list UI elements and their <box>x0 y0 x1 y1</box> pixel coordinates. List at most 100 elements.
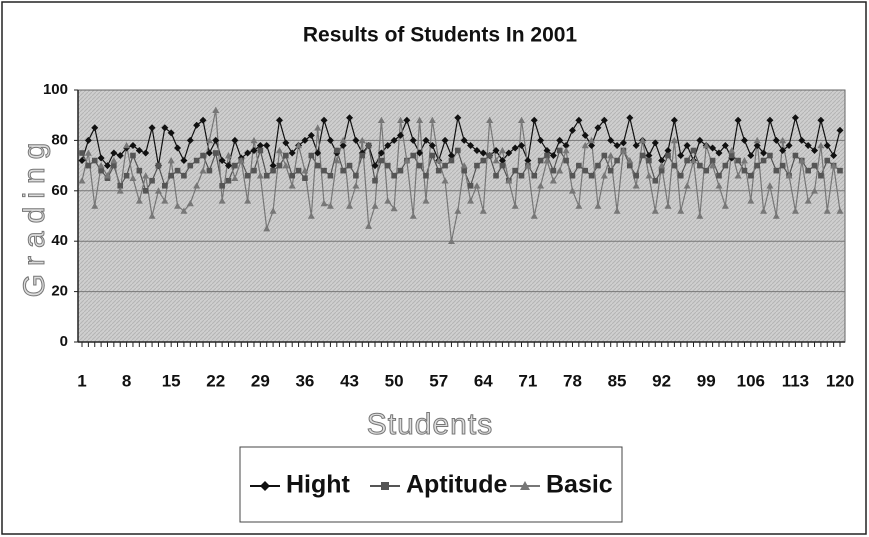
data-point <box>79 150 85 156</box>
data-point <box>91 124 99 132</box>
data-point <box>359 152 366 159</box>
data-point <box>301 167 309 174</box>
data-point <box>664 146 672 154</box>
data-point <box>568 126 576 134</box>
data-point <box>804 197 812 204</box>
data-point <box>613 207 621 214</box>
data-point <box>479 207 487 214</box>
data-point <box>148 212 156 219</box>
data-point <box>670 136 678 144</box>
data-point <box>741 167 748 174</box>
data-point <box>836 126 844 134</box>
data-point <box>581 131 589 139</box>
data-point <box>715 149 723 157</box>
x-tick-label: 15 <box>162 371 181 390</box>
data-point <box>193 182 201 189</box>
data-point <box>136 167 143 174</box>
data-point <box>410 152 417 159</box>
data-point <box>142 172 150 179</box>
data-point <box>307 212 315 219</box>
data-point <box>670 116 678 124</box>
data-point <box>766 116 774 124</box>
data-point <box>601 152 608 159</box>
data-point <box>123 141 131 149</box>
data-point <box>218 157 226 165</box>
x-tick-label: 78 <box>563 371 582 390</box>
y-tick-label: 0 <box>60 333 68 350</box>
data-point <box>251 167 257 174</box>
data-point <box>518 172 525 179</box>
data-point <box>772 136 780 144</box>
data-point <box>135 197 143 204</box>
data-point <box>352 136 360 144</box>
data-point <box>588 141 596 149</box>
data-point <box>498 146 506 154</box>
data-point <box>428 116 436 124</box>
data-point <box>84 136 92 144</box>
data-point <box>396 116 404 124</box>
data-point <box>543 146 551 154</box>
data-point <box>377 116 385 124</box>
x-tick-label: 120 <box>826 371 854 390</box>
y-tick-label: 100 <box>43 81 68 98</box>
data-point <box>607 167 614 174</box>
data-point <box>321 167 327 174</box>
data-point <box>537 136 545 144</box>
data-point <box>454 207 462 214</box>
data-point <box>110 157 118 164</box>
data-point <box>562 146 570 154</box>
data-point <box>441 177 449 184</box>
data-point <box>270 167 276 174</box>
data-point <box>645 172 653 179</box>
data-point <box>174 167 181 174</box>
y-tick-label: 80 <box>51 131 68 148</box>
data-point <box>613 141 621 149</box>
data-point <box>658 157 666 165</box>
data-point <box>791 207 799 214</box>
data-point <box>626 162 633 169</box>
data-point <box>78 177 86 184</box>
x-tick-label: 36 <box>295 371 314 390</box>
data-point <box>785 172 793 179</box>
data-point <box>205 149 213 157</box>
data-point <box>767 152 773 159</box>
data-point <box>474 162 480 169</box>
data-point <box>754 162 760 169</box>
data-point <box>823 141 831 149</box>
y-tick-label: 40 <box>51 232 68 249</box>
data-point <box>505 149 513 157</box>
data-point <box>377 149 385 157</box>
data-point <box>181 172 187 179</box>
data-point <box>677 207 685 214</box>
data-point <box>135 146 143 154</box>
data-point <box>320 116 328 124</box>
data-point <box>206 167 213 174</box>
data-point <box>295 167 302 174</box>
data-point <box>473 182 481 189</box>
data-point <box>594 124 602 132</box>
x-tick-label: 57 <box>429 371 448 390</box>
data-point <box>639 136 647 144</box>
y-tick-label: 60 <box>51 182 68 199</box>
data-point <box>467 141 475 149</box>
data-point <box>607 152 615 159</box>
legend-label: Hight <box>286 471 351 499</box>
data-point <box>766 182 774 189</box>
data-point <box>78 157 86 165</box>
data-point <box>167 129 175 137</box>
data-point <box>250 146 258 154</box>
data-point <box>416 116 424 124</box>
data-point <box>626 157 634 164</box>
data-point <box>187 162 194 169</box>
data-point <box>180 157 188 165</box>
data-point <box>326 136 334 144</box>
legend-marker <box>260 481 270 491</box>
data-point <box>308 152 315 159</box>
data-point <box>110 149 118 157</box>
data-point <box>435 157 443 164</box>
data-point <box>537 182 545 189</box>
data-point <box>391 172 397 179</box>
data-point <box>524 162 532 169</box>
data-point <box>257 147 264 154</box>
data-point <box>549 152 557 160</box>
